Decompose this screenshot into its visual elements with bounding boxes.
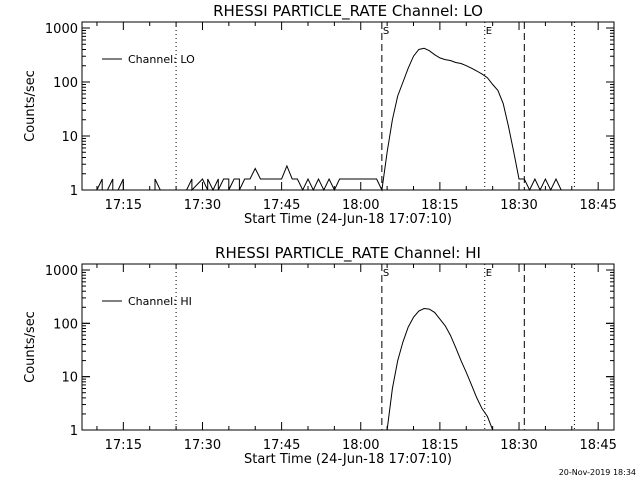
y-axis-label: Counts/sec	[23, 311, 38, 383]
series-line	[96, 47, 562, 192]
x-tick-label: 17:45	[263, 198, 300, 213]
x-tick-label: 18:00	[342, 438, 379, 453]
footer-timestamp: 20-Nov-2019 18:34	[559, 468, 636, 477]
plot-frame	[81, 263, 615, 431]
x-axis-label: Start Time (24-Jun-18 17:07:10)	[244, 452, 452, 467]
y-tick-label: 1000	[45, 264, 78, 279]
series-line	[386, 307, 494, 431]
x-tick-label: 18:15	[421, 438, 458, 453]
x-tick-label: 17:30	[184, 438, 221, 453]
x-tick-label: 18:00	[342, 198, 379, 213]
marker-label: E	[486, 26, 492, 37]
marker-label: S	[383, 268, 389, 279]
x-tick-label: 18:30	[500, 438, 537, 453]
y-tick-label: 100	[53, 76, 78, 91]
chart-panel-1: RHESSI PARTICLE_RATE Channel: LO Start Ti…	[23, 2, 617, 227]
marker-label: S	[383, 26, 389, 37]
y-tick-label: 10	[61, 371, 78, 386]
chart-panel-2: RHESSI PARTICLE_RATE Channel: HI Start Ti…	[23, 244, 617, 467]
y-tick-label: 1	[70, 184, 78, 199]
plot-frame	[81, 21, 615, 191]
legend-label: Channel: HI	[128, 295, 192, 308]
x-tick-label: 17:15	[105, 438, 142, 453]
y-tick-label: 10	[61, 130, 78, 145]
x-tick-label: 18:45	[579, 438, 616, 453]
x-axis-label: Start Time (24-Jun-18 17:07:10)	[244, 212, 452, 227]
legend-label: Channel: LO	[128, 53, 195, 66]
y-tick-label: 1000	[45, 22, 78, 37]
chart-title: RHESSI PARTICLE_RATE Channel: LO	[213, 2, 483, 21]
x-tick-label: 17:45	[263, 438, 300, 453]
chart-title: RHESSI PARTICLE_RATE Channel: HI	[215, 244, 481, 263]
x-tick-label: 17:30	[184, 198, 221, 213]
y-axis-label: Counts/sec	[23, 70, 38, 142]
y-tick-label: 100	[53, 317, 78, 332]
x-tick-label: 18:30	[500, 198, 537, 213]
x-tick-label: 17:15	[105, 198, 142, 213]
x-tick-label: 18:15	[421, 198, 458, 213]
marker-label: E	[486, 268, 492, 279]
y-tick-label: 1	[70, 424, 78, 439]
x-tick-label: 18:45	[579, 198, 616, 213]
